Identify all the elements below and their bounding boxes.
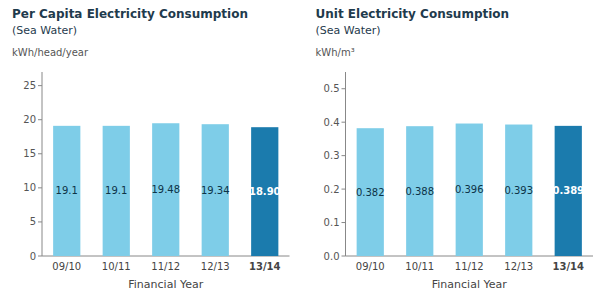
y-tick	[38, 85, 42, 86]
y-tick	[342, 88, 346, 89]
y-tick-label: 20	[23, 114, 36, 125]
x-tick-label: 10/11	[405, 261, 434, 272]
x-tick-label: 10/11	[102, 261, 131, 272]
y-tick-label: 5	[30, 216, 36, 227]
x-tick-label: 09/10	[356, 261, 385, 272]
data-label: 0.389	[552, 185, 584, 196]
y-tick	[38, 119, 42, 120]
y-tick	[342, 155, 346, 156]
data-label: 0.382	[356, 187, 385, 198]
chart-subtitle: (Sea Water)	[316, 24, 381, 37]
chart-title: Unit Electricity Consumption	[316, 7, 510, 21]
y-axis-label: kWh/head/year	[12, 47, 89, 58]
bar	[456, 124, 483, 256]
x-tick-label: 11/12	[151, 261, 180, 272]
y-axis-line	[345, 72, 346, 256]
x-tick-label: 09/10	[52, 261, 81, 272]
data-label: 0.393	[504, 185, 533, 196]
x-axis-label: Financial Year	[432, 278, 507, 291]
x-axis-label: Financial Year	[128, 278, 203, 291]
y-tick-label: 0.2	[324, 184, 340, 195]
data-label: 19.48	[151, 184, 180, 195]
data-label: 0.388	[405, 186, 434, 197]
data-label: 19.1	[56, 185, 78, 196]
y-tick	[38, 153, 42, 154]
x-tick-label: 13/14	[553, 261, 585, 272]
bar	[202, 124, 229, 256]
x-tick-label: 12/13	[504, 261, 533, 272]
data-label: 0.396	[455, 184, 484, 195]
y-axis-label: kWh/m³	[316, 47, 355, 58]
y-tick-label: 0.0	[324, 251, 340, 262]
y-tick-label: 10	[23, 182, 36, 193]
data-label: 19.1	[105, 185, 127, 196]
bar	[103, 126, 130, 256]
bar	[505, 125, 532, 256]
chart-panel: Per Capita Electricity Consumption (Sea W…	[12, 7, 290, 291]
chart-canvas: Per Capita Electricity Consumption (Sea W…	[0, 0, 607, 306]
y-tick	[342, 122, 346, 123]
bar	[357, 128, 384, 256]
y-tick-label: 0.4	[324, 117, 340, 128]
bar	[406, 126, 433, 256]
y-tick	[342, 189, 346, 190]
y-tick-label: 0.5	[324, 83, 340, 94]
y-axis-line	[42, 72, 43, 256]
chart-panel: Unit Electricity Consumption (Sea Water) k…	[316, 7, 594, 291]
y-tick-label: 0.3	[324, 150, 340, 161]
y-tick-label: 25	[23, 80, 36, 91]
y-tick	[342, 256, 346, 257]
y-tick	[38, 187, 42, 188]
y-tick	[38, 221, 42, 222]
data-label: 19.34	[201, 185, 230, 196]
y-tick-label: 15	[23, 148, 36, 159]
chart-subtitle: (Sea Water)	[12, 24, 77, 37]
bars	[357, 124, 582, 256]
y-tick-label: 0	[30, 251, 36, 262]
y-tick-label: 0.1	[324, 217, 340, 228]
bar	[53, 126, 80, 256]
data-label: 18.90	[249, 186, 281, 197]
chart-title: Per Capita Electricity Consumption	[12, 7, 248, 21]
y-tick	[38, 256, 42, 257]
y-tick	[342, 222, 346, 223]
bar	[152, 123, 179, 256]
x-tick-label: 12/13	[201, 261, 230, 272]
x-tick-label: 11/12	[455, 261, 484, 272]
bars	[53, 123, 278, 256]
x-tick-label: 13/14	[249, 261, 281, 272]
